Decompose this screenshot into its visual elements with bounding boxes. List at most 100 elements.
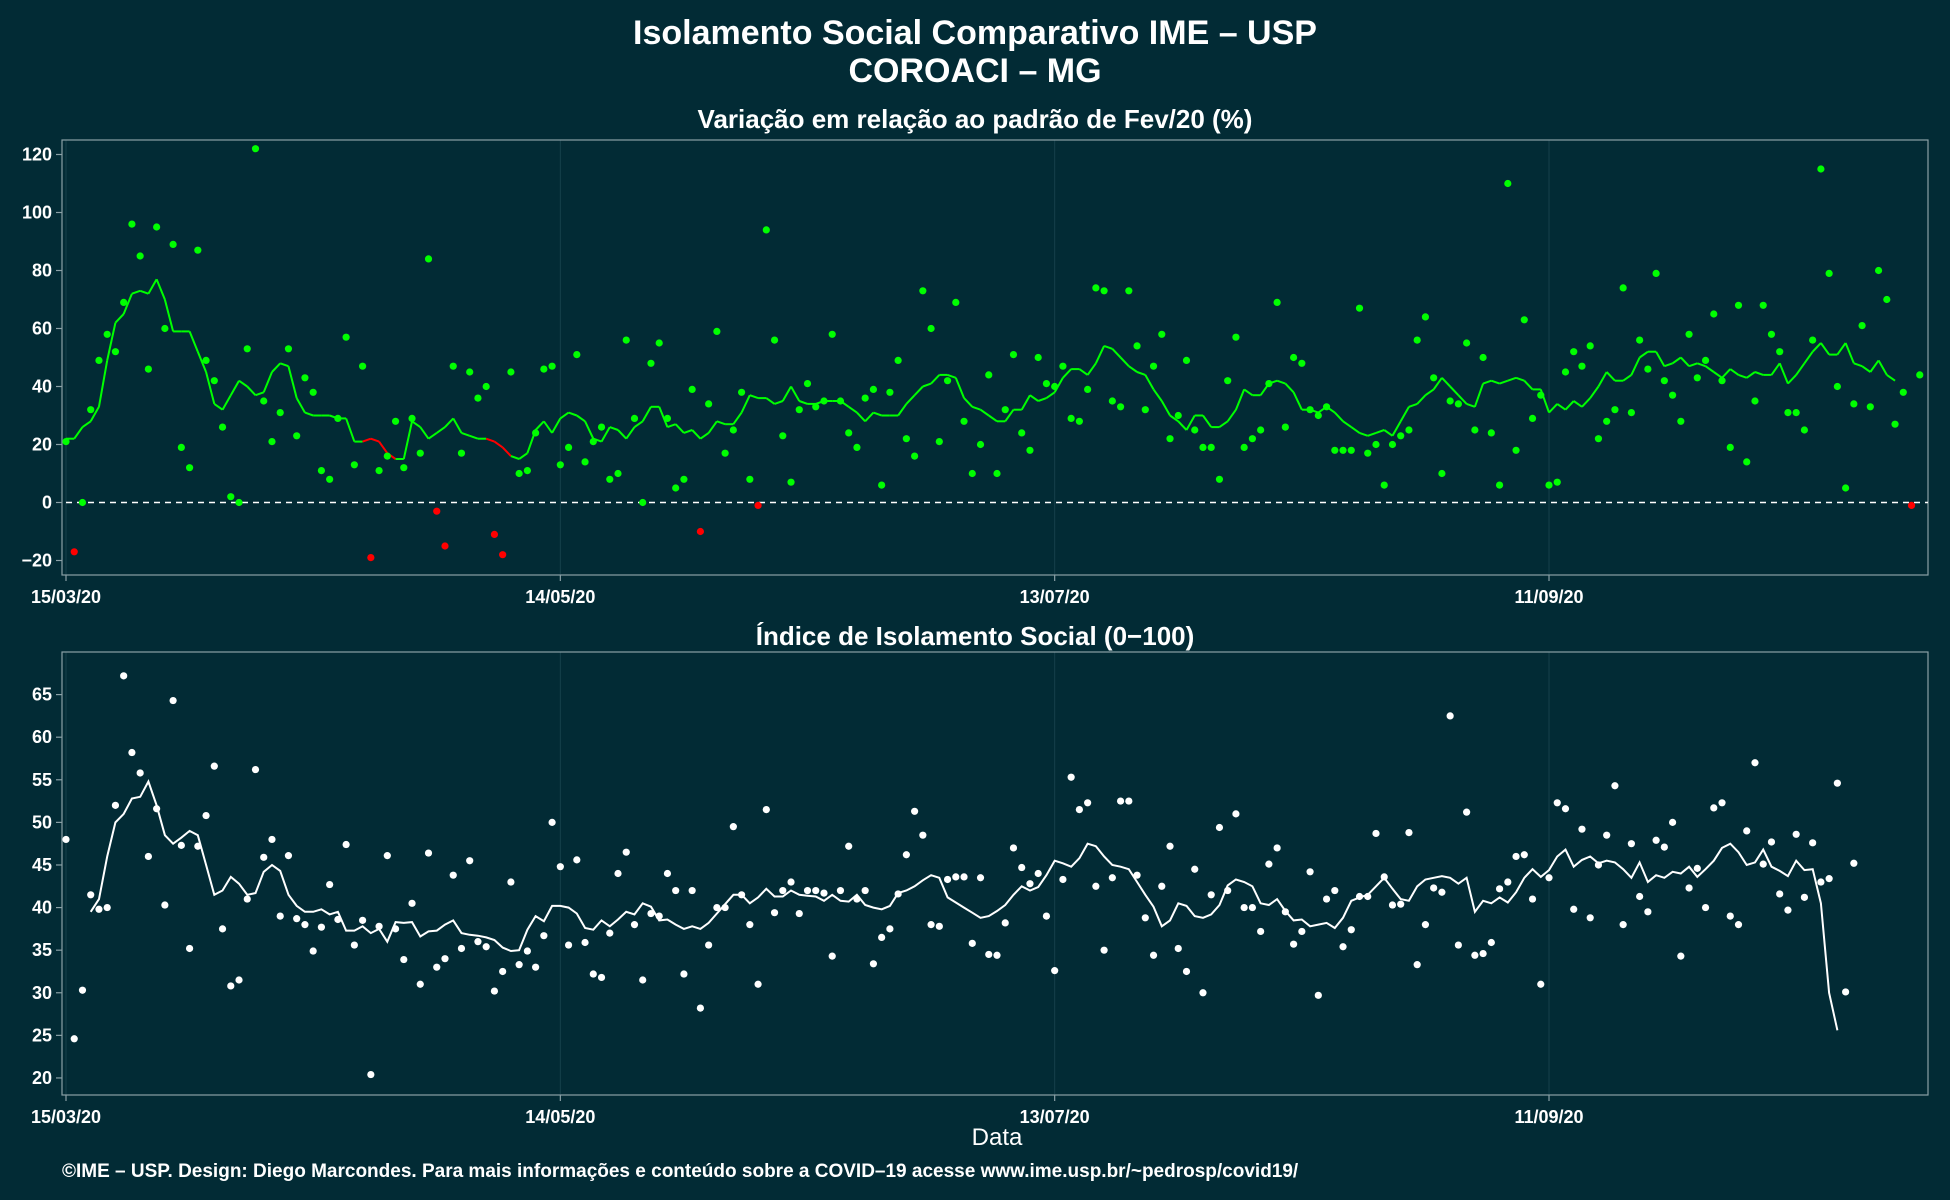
- data-point: [433, 507, 441, 515]
- moving-average-segment: [740, 394, 751, 414]
- data-point: [1133, 871, 1141, 879]
- moving-average-segment: [1869, 359, 1880, 373]
- data-point: [334, 915, 342, 924]
- moving-average-segment: [1466, 402, 1476, 408]
- data-point: [721, 903, 729, 912]
- data-point: [960, 417, 968, 425]
- x-tick-label: 15/03/20: [31, 1107, 101, 1127]
- data-point: [820, 397, 828, 405]
- data-point: [564, 443, 573, 451]
- data-point: [1298, 927, 1306, 936]
- data-point: [482, 382, 490, 391]
- moving-average-segment: [370, 437, 380, 443]
- data-point: [976, 874, 985, 882]
- data-point: [1281, 908, 1289, 916]
- moving-average-segment: [873, 411, 882, 417]
- data-point: [1685, 330, 1693, 338]
- data-point: [1528, 414, 1537, 422]
- data-point: [952, 298, 960, 306]
- data-point: [556, 863, 564, 871]
- moving-average-segment: [1284, 382, 1295, 393]
- data-point: [136, 769, 144, 777]
- data-point: [746, 921, 754, 929]
- data-point: [1347, 446, 1355, 454]
- moving-average-segment: [551, 417, 562, 434]
- data-point: [1026, 446, 1034, 454]
- bottom-panel: 65 60 55 50 45 40 35 30 25 20 15/03/20 14/05/20 13/0…: [31, 651, 1929, 1127]
- data-point: [1051, 967, 1059, 975]
- data-point: [548, 818, 556, 826]
- data-point: [1743, 458, 1751, 466]
- data-point: [1430, 374, 1438, 382]
- data-point: [713, 903, 721, 912]
- moving-average-segment: [1556, 403, 1567, 411]
- moving-average-segment: [106, 322, 117, 361]
- data-point: [1158, 330, 1166, 338]
- data-point: [284, 345, 293, 353]
- data-point: [1701, 903, 1710, 912]
- moving-average-segment: [229, 380, 240, 396]
- data-point: [1734, 921, 1743, 929]
- moving-average-segment: [988, 414, 998, 423]
- data-point: [1916, 371, 1924, 379]
- data-point: [1858, 322, 1866, 330]
- data-point: [1454, 941, 1462, 949]
- data-point: [1792, 830, 1800, 838]
- moving-average-segment: [1630, 357, 1641, 376]
- data-point: [1265, 380, 1273, 388]
- data-point: [1240, 903, 1248, 912]
- data-point: [1001, 406, 1009, 414]
- data-point: [1627, 409, 1635, 417]
- data-point: [902, 435, 910, 443]
- moving-average-segment: [1770, 362, 1781, 376]
- data-point: [276, 409, 284, 417]
- moving-average-segment: [1449, 385, 1460, 396]
- data-point: [1405, 426, 1413, 434]
- moving-average-segment: [1136, 371, 1146, 376]
- data-point: [696, 1004, 704, 1012]
- data-point: [1018, 429, 1026, 437]
- data-point: [639, 498, 647, 507]
- data-point: [243, 895, 251, 903]
- moving-average-segment: [163, 299, 175, 332]
- moving-average-segment: [674, 423, 685, 434]
- moving-average-segment: [1688, 362, 1698, 368]
- data-point: [1100, 946, 1108, 954]
- data-point: [1364, 449, 1372, 457]
- data-point: [1232, 810, 1240, 818]
- data-point: [836, 886, 845, 895]
- moving-average-segment: [1408, 402, 1418, 408]
- moving-average-segment: [1811, 342, 1822, 353]
- moving-average-segment: [287, 365, 298, 399]
- moving-average-segment: [1820, 342, 1830, 356]
- data-point: [1430, 884, 1438, 892]
- data-point: [1767, 838, 1776, 846]
- data-point: [1504, 878, 1512, 886]
- data-point: [1710, 804, 1718, 812]
- data-point: [1512, 852, 1520, 861]
- data-point: [1372, 829, 1380, 838]
- data-point: [1800, 893, 1809, 901]
- data-point: [1059, 362, 1067, 370]
- moving-average-segment: [419, 426, 430, 440]
- data-point: [812, 403, 820, 411]
- moving-average-segment: [534, 420, 545, 431]
- data-point: [62, 835, 70, 844]
- moving-average-segment: [279, 362, 289, 368]
- data-point: [293, 432, 301, 440]
- moving-average-segment: [922, 382, 932, 388]
- data-point: [622, 848, 630, 856]
- moving-average-segment: [1836, 342, 1847, 356]
- moving-average-segment: [461, 431, 471, 437]
- data-point: [128, 220, 136, 228]
- data-point: [1668, 818, 1677, 826]
- moving-average-segment: [1432, 377, 1443, 390]
- moving-average-segment: [1795, 362, 1806, 376]
- y-tick-label: 80: [32, 261, 52, 281]
- data-point: [1471, 426, 1479, 434]
- y-tick-label: 100: [22, 203, 52, 223]
- x-tick-label: 11/09/20: [1514, 587, 1583, 607]
- moving-average-segment: [1803, 351, 1814, 364]
- data-point: [1413, 336, 1421, 344]
